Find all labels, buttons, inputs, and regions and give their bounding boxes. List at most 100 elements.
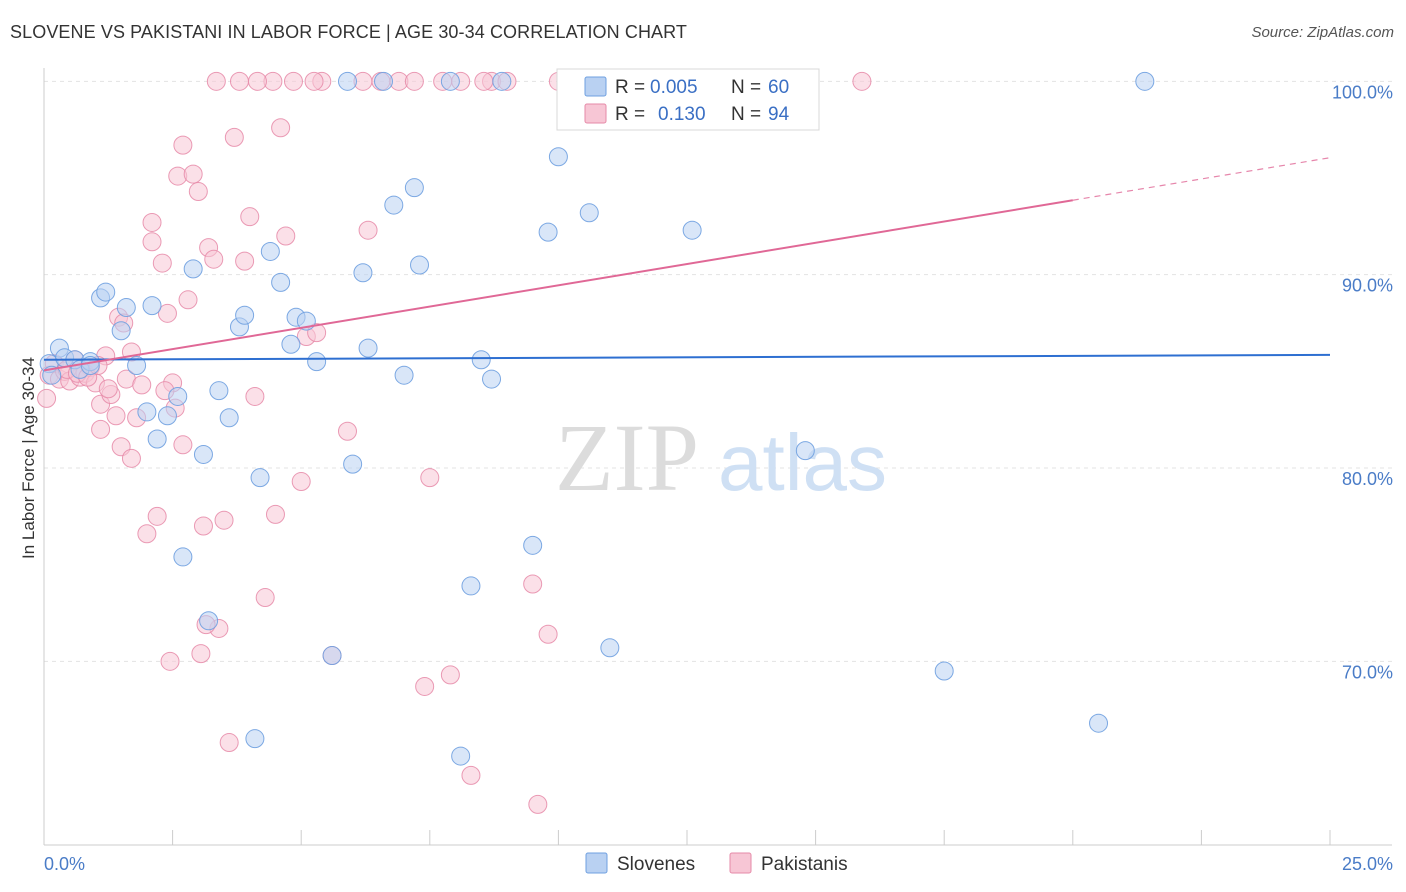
slovenes-point [168,386,188,406]
watermark-atlas: atlas [718,418,887,507]
legend-swatch-pakistanis [584,103,607,124]
legend-n-value-2: 94 [768,104,790,125]
bottom-legend-pakistanis: Pakistanis [761,854,848,875]
slovenes-point [461,576,481,596]
y-tick-label-70: 70.0% [1342,662,1393,682]
pakistanis-point [283,71,303,91]
pakistanis-point [461,765,481,785]
slovenes-point [250,468,270,488]
bottom-legend-swatch-pakistanis [729,852,752,874]
legend-swatch-slovenes [584,76,607,97]
bottom-legend-swatch-slovenes [585,852,608,874]
pakistanis-point [528,794,548,814]
pakistanis-point [137,524,157,544]
pakistanis-point [193,516,213,536]
slovenes-point [142,296,162,316]
pakistanis-point [142,232,162,252]
pakistanis-point [132,375,152,395]
pakistanis-point [415,676,435,696]
pakistanis-point [523,574,543,594]
pakistanis-point [337,421,357,441]
pakistanis-point [265,504,285,524]
slovenes-point [374,71,394,91]
slovenes-point [471,350,491,370]
slovenes-point [410,255,430,275]
x-tick-label-max: 25.0% [1342,854,1393,874]
slovenes-point [260,241,280,261]
bottom-legend-slovenes: Slovenes [617,854,695,875]
chart-title: SLOVENE VS PAKISTANI IN LABOR FORCE | AG… [10,22,688,42]
y-tick-label-90: 90.0% [1342,276,1393,296]
pakistanis-trend-extension [1072,157,1331,201]
pakistanis-point [106,406,126,426]
slovenes-point [147,429,167,449]
slovenes-point [96,282,116,302]
pakistanis-point [474,71,494,91]
pakistanis-point [852,71,872,91]
axes [43,68,1392,846]
gridlines [44,80,1392,662]
slovenes-point [219,408,239,428]
pakistanis-point [219,733,239,753]
slovenes-point [1135,71,1155,91]
slovenes-point [682,220,702,240]
slovenes-point [343,454,363,474]
slovenes-point [934,661,954,681]
pakistanis-point [160,651,180,671]
slovenes-point [337,71,357,91]
pakistanis-point [191,644,211,664]
slovenes-point [440,71,460,91]
pakistanis-point [214,510,234,530]
watermark-zip: ZIP [555,404,699,511]
x-tick-label-min: 0.0% [44,854,85,874]
pakistanis-point [37,388,57,408]
y-tick-labels: 70.0% 80.0% 90.0% 100.0% [1332,82,1393,682]
y-axis-label: In Labor Force | Age 30-34 [19,357,38,559]
slovenes-point [451,746,471,766]
pakistanis-point [147,506,167,526]
slovenes-point [1089,713,1109,733]
slovenes-point [384,195,404,215]
pakistanis-point [173,435,193,455]
pakistanis-point [229,71,249,91]
pakistanis-point [358,220,378,240]
slovenes-point [482,369,502,389]
legend-n-label-1: N = [731,77,761,98]
pakistanis-point [173,135,193,155]
slovenes-point [579,203,599,223]
pakistanis-point [538,624,558,644]
y-tick-label-100: 100.0% [1332,82,1393,102]
legend-box: R = 0.005 N = 60 R = 0.130 N = 94 [556,68,820,131]
pakistanis-point [255,588,275,608]
slovenes-point [548,147,568,167]
slovenes-point [199,611,219,631]
slovenes-point [523,535,543,555]
legend-n-label-2: N = [731,104,761,125]
slovenes-point [795,441,815,461]
trend-lines [43,157,1331,372]
watermark: ZIP atlas [555,404,887,511]
pakistanis-point [245,386,265,406]
x-tick-labels: 0.0% 25.0% [44,854,1393,874]
pakistanis-point [178,290,198,310]
pakistanis-point [240,207,260,227]
pakistanis-point [121,448,141,468]
slovenes-point [157,406,177,426]
y-tick-label-80: 80.0% [1342,469,1393,489]
slovenes-point [404,178,424,198]
slovenes-point [394,365,414,385]
pakistanis-point [152,253,172,273]
pakistanis-point [235,251,255,271]
slovenes-point [322,646,342,666]
slovenes-points [39,71,1155,766]
pakistanis-point [276,226,296,246]
pakistanis-point [304,71,324,91]
pakistanis-point [157,303,177,323]
pakistanis-point [206,71,226,91]
legend-r-value-2: 0.130 [658,104,706,125]
pakistanis-point [247,71,267,91]
slovenes-point [600,638,620,658]
slovenes-point [271,272,291,292]
pakistanis-point [224,127,244,147]
